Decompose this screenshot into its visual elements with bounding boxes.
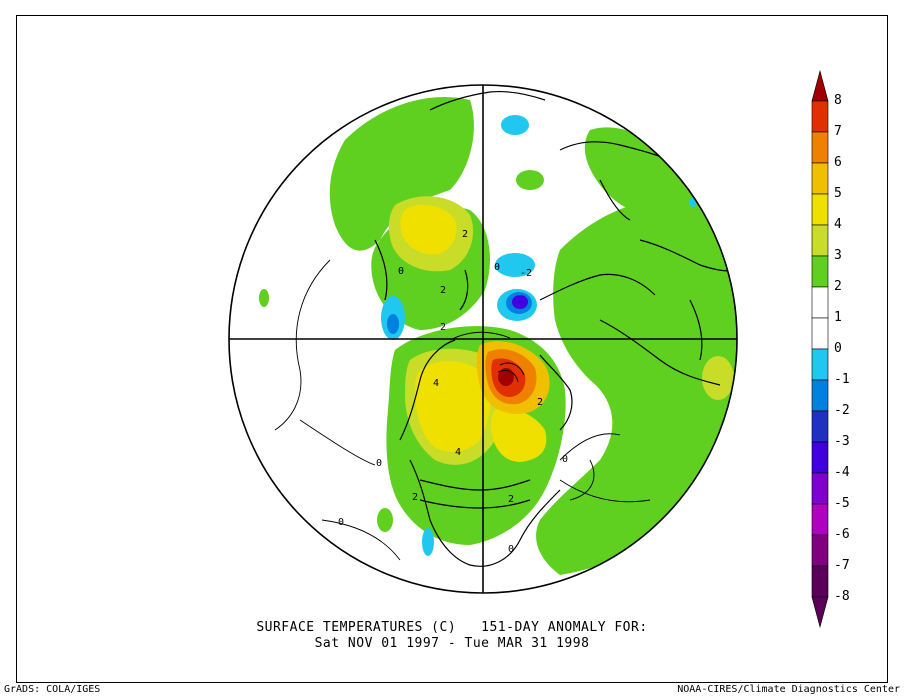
- colorbar-segment: [811, 100, 829, 133]
- anomaly-region-neg2-neg3: [387, 314, 399, 334]
- contour-label: 0: [508, 544, 514, 555]
- colorbar-segment: [811, 162, 829, 195]
- colorbar-tick-label: -2: [834, 403, 850, 418]
- anomaly-region-1-2: [377, 508, 393, 532]
- contour-label: 0: [338, 517, 344, 528]
- colorbar-tick-label: -7: [834, 558, 850, 573]
- colorbar-tick-label: 2: [834, 279, 842, 294]
- contour-lines: [274, 259, 651, 561]
- colorbar-segment: [811, 193, 829, 226]
- anomaly-region-3-4: [400, 204, 457, 255]
- colorbar-tick-label: 8: [834, 93, 842, 108]
- plot-frame: [16, 15, 888, 683]
- colorbar-tick-label: -4: [834, 465, 850, 480]
- contour-label: 0: [562, 454, 568, 465]
- contour-label: 4: [455, 447, 461, 458]
- anomaly-field: [259, 90, 737, 575]
- colorbar-tick-label: -1: [834, 372, 850, 387]
- footer-credit-grads: GrADS: COLA/IGES: [4, 684, 101, 695]
- colorbar-segment: [811, 410, 829, 443]
- colorbar-segment: [811, 286, 829, 319]
- anomaly-region-3-4: [415, 360, 491, 452]
- anomaly-region-7-8: [498, 368, 514, 386]
- anomaly-region-neg1-neg2: [501, 115, 529, 135]
- colorbar: [811, 69, 829, 629]
- contour-label: 0: [376, 458, 382, 469]
- colorbar-tick-label: -6: [834, 527, 850, 542]
- colorbar-segment: [811, 348, 829, 381]
- colorbar-tick-label: 5: [834, 186, 842, 201]
- contour-label: 2: [440, 285, 446, 296]
- contour-label-group: 0 2 2 2 4 4 2 2 0 -2 0 0 0 0 2: [338, 229, 568, 555]
- colorbar-segment: [811, 472, 829, 505]
- anomaly-region-1-2: [536, 194, 737, 575]
- anomaly-region-1-2: [259, 289, 269, 307]
- contour-label: 0: [494, 262, 500, 273]
- colorbar-segment: [811, 565, 829, 598]
- colorbar-tick-label: 4: [834, 217, 842, 232]
- contour-label: 0: [398, 266, 404, 277]
- colorbar-tick-label: 0: [834, 341, 842, 356]
- map-title: SURFACE TEMPERATURES (C) 151-DAY ANOMALY…: [256, 620, 648, 635]
- anomaly-region-neg1-neg2: [422, 528, 434, 556]
- anomaly-region-neg1-neg2: [689, 197, 697, 207]
- contour-label: 2: [537, 397, 543, 408]
- anomaly-region-neg3-neg4: [512, 295, 528, 309]
- colorbar-segment: [811, 255, 829, 288]
- colorbar-arrow-top: [811, 69, 829, 102]
- colorbar-tick-label: -8: [834, 589, 850, 604]
- contour-label: 4: [433, 378, 439, 389]
- contour-label: 2: [508, 494, 514, 505]
- contour-label: 2: [440, 322, 446, 333]
- contour-label: 2: [412, 492, 418, 503]
- anomaly-region-1-2: [516, 170, 544, 190]
- contour-label: -2: [520, 268, 532, 279]
- colorbar-tick-label: 3: [834, 248, 842, 263]
- colorbar-segment: [811, 131, 829, 164]
- colorbar-tick-label: 7: [834, 124, 842, 139]
- anomaly-region-1-2: [589, 223, 621, 247]
- colorbar-segment: [811, 379, 829, 412]
- colorbar-tick-label: 1: [834, 310, 842, 325]
- colorbar-tick-label: -5: [834, 496, 850, 511]
- map-date-range: Sat NOV 01 1997 - Tue MAR 31 1998: [314, 636, 590, 651]
- hemisphere-outline: [228, 84, 738, 594]
- colorbar-arrow-bottom: [811, 596, 829, 629]
- anomaly-region-1-2: [584, 127, 694, 216]
- colorbar-tick-label: -3: [834, 434, 850, 449]
- contour-label: 2: [462, 229, 468, 240]
- coastlines: [374, 90, 736, 567]
- colorbar-segment: [811, 441, 829, 474]
- colorbar-segment: [811, 534, 829, 567]
- footer-credit-noaa: NOAA-CIRES/Climate Diagnostics Center: [677, 684, 900, 695]
- colorbar-segment: [811, 317, 829, 350]
- anomaly-region-neg1-neg2: [495, 253, 535, 277]
- colorbar-tick-label: 6: [834, 155, 842, 170]
- anomaly-region-2-3: [702, 356, 734, 400]
- colorbar-segment: [811, 503, 829, 536]
- anomaly-region-1-2: [329, 96, 474, 251]
- colorbar-segment: [811, 224, 829, 257]
- anomaly-region-3-4: [491, 408, 547, 462]
